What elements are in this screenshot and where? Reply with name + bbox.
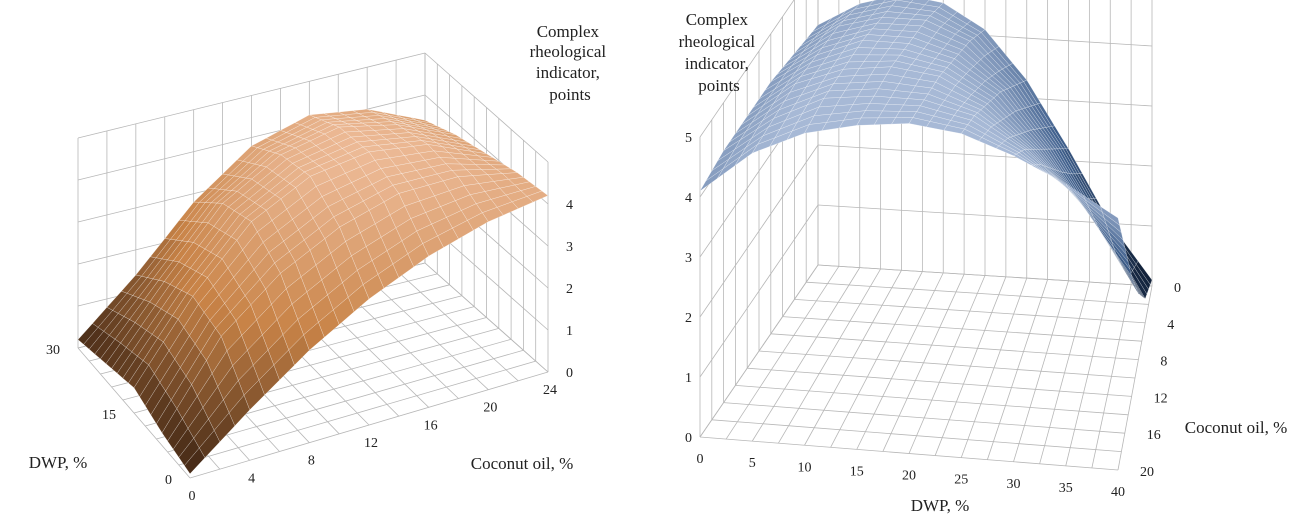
right-floor-grid-line [735,385,1129,416]
right-z-tick-label: 1 [685,371,692,386]
right-wall-grid-line [817,144,1153,167]
right-y-tick-label: 12 [1154,391,1168,406]
right-wall-grid-line [699,144,819,318]
left-z-tick-label: 1 [566,324,573,339]
left-x-tick-label: 16 [424,418,438,433]
left-x-axis-label: Coconut oil, % [471,454,573,473]
right-x-tick-label: 40 [1111,485,1125,500]
right-y-tick-label: 16 [1147,428,1161,443]
right-x-tick-label: 5 [749,456,756,471]
left-wall-grid-line [77,52,426,139]
right-surface [699,0,1153,300]
right-y-tick-label: 0 [1174,281,1181,296]
left-y-tick-label: 30 [46,343,60,358]
right-x-tick-label: 15 [850,464,864,479]
left-x-tick-label: 12 [364,436,378,451]
right-z-axis-label: Complex rheological indicator, points [679,10,760,95]
left-floor-grid-line [167,349,524,453]
left-surface [77,108,549,475]
left-z-tick-label: 0 [566,366,573,381]
right-y-tick-label: 20 [1140,465,1154,480]
right-floor-grid-line [758,350,1136,379]
right-wall-grid-line [699,0,795,138]
left-y-tick-label: 15 [102,408,116,423]
left-x-tick-label: 24 [543,383,557,398]
right-y-tick-label: 4 [1167,318,1174,333]
right-x-tick-label: 35 [1059,481,1073,496]
right-x-axis-label: DWP, % [911,496,970,515]
left-z-tick-label: 4 [566,198,573,213]
right-z-tick-label: 2 [685,311,692,326]
right-x-tick-label: 30 [1007,477,1021,492]
right-z-tick-label: 3 [685,251,692,266]
right-z-tick-label: 4 [685,191,692,206]
right-floor-grid-line [794,299,1146,324]
right-x-tick-label: 20 [902,469,916,484]
left-surface-facet [184,447,206,475]
right-floor-grid-line [782,316,1142,342]
right-floor-grid-line [723,402,1125,434]
left-z-tick-label: 3 [566,240,573,255]
left-floor-grid-line [178,360,536,466]
right-floor-grid-line [699,436,1119,471]
right-x-tick-label: 25 [954,473,968,488]
left-wall-grid-line [424,52,549,163]
left-x-tick-label: 0 [189,489,196,504]
right-z-tick-label: 0 [685,431,692,446]
right-floor-grid-line [770,333,1139,360]
left-z-tick-label: 2 [566,282,573,297]
right-z-tick-label: 5 [685,131,692,146]
left-y-tick-label: 0 [165,473,172,488]
right-x-tick-label: 10 [798,460,812,475]
left-x-tick-label: 4 [248,471,255,486]
left-x-tick-label: 20 [483,401,497,416]
right-surface-facet [1100,206,1121,226]
right-y-axis-label: Coconut oil, % [1185,418,1287,437]
left-wall-grid-line [424,262,549,373]
right-floor-grid-line [806,281,1149,305]
right-y-tick-label: 8 [1160,355,1167,370]
right-x-tick-label: 0 [697,452,704,467]
right-floor-grid-line [747,367,1132,397]
right-wall-grid-line [699,204,819,378]
right-wall-grid-line [699,264,819,438]
right-wall-grid-line [817,264,1153,287]
left-floor-grid-line [189,371,549,479]
right-floor-grid-line [711,419,1122,452]
left-z-axis-label: Complex rheological indicator, points [530,22,611,104]
left-x-tick-label: 8 [308,454,315,469]
left-y-axis-label: DWP, % [29,453,88,472]
